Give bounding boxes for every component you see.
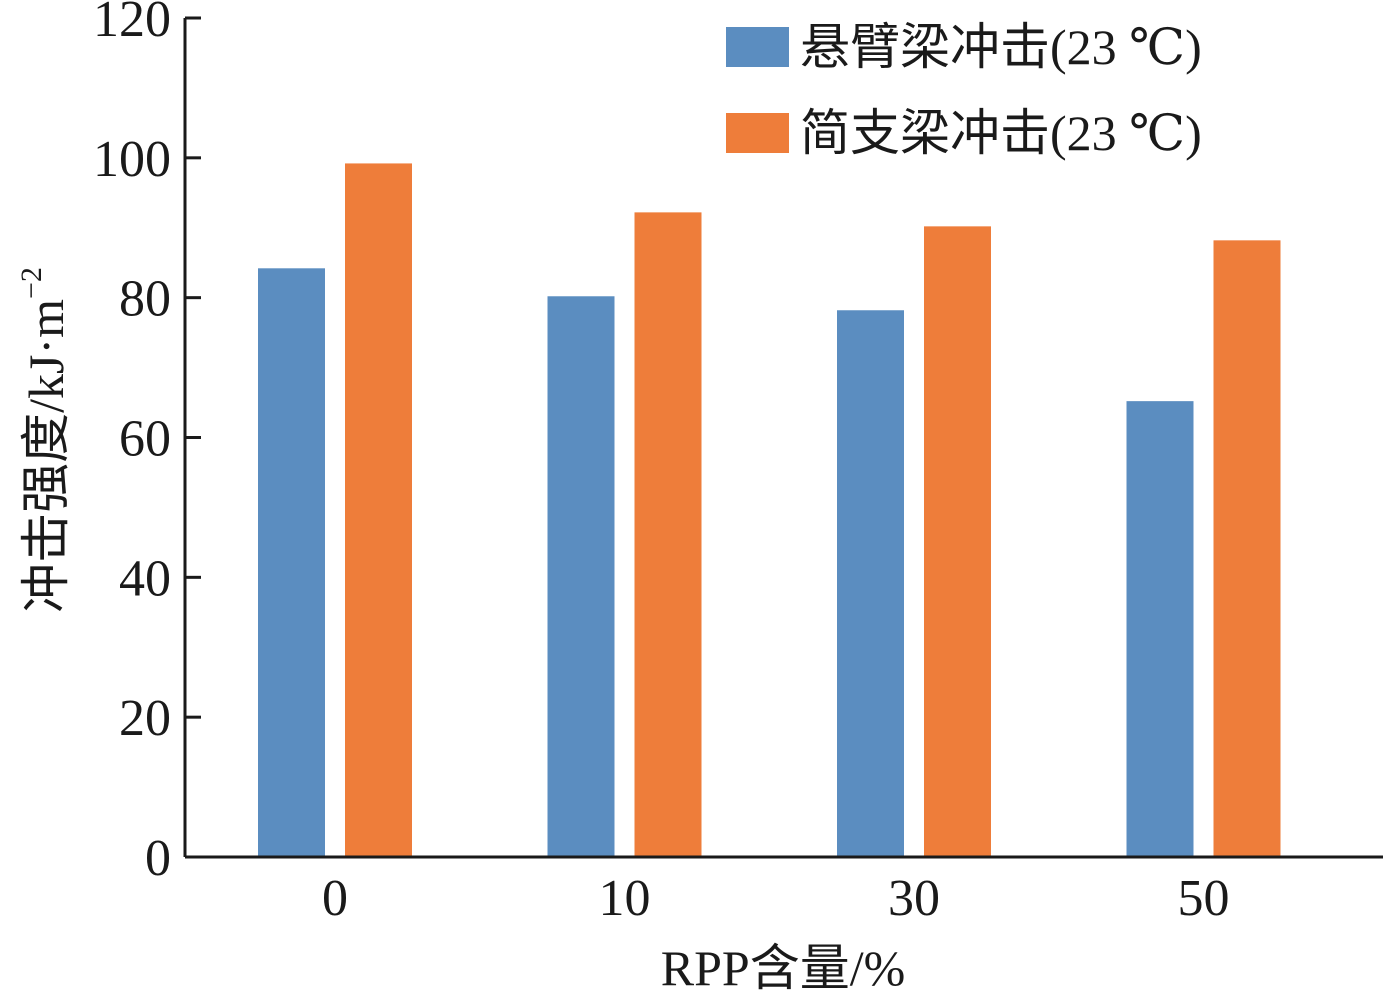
x-tick-label: 50 <box>1178 870 1230 927</box>
legend-label-cantilever-impact: 悬臂梁冲击(23 ℃) <box>800 19 1202 75</box>
y-tick-label: 60 <box>119 411 171 468</box>
x-axis-title: RPP含量/% <box>661 940 906 995</box>
legend-swatch-cantilever-impact <box>726 27 789 67</box>
x-axis-ticks: 0 10 30 50 <box>322 870 1230 927</box>
bar-simple-beam-10 <box>634 212 702 857</box>
legend-swatch-simple-beam-impact <box>726 113 789 153</box>
bar-cantilever-10 <box>547 296 615 858</box>
x-tick-label: 0 <box>322 870 348 927</box>
y-tick-label: 120 <box>93 0 171 48</box>
y-tick-label: 80 <box>119 271 171 328</box>
legend: 悬臂梁冲击(23 ℃) 简支梁冲击(23 ℃) <box>726 19 1202 161</box>
y-axis-title: 冲击强度/kJ·m−2 <box>15 267 75 613</box>
y-tick-label: 40 <box>119 550 171 607</box>
bars <box>258 163 1281 858</box>
x-tick-label: 30 <box>888 870 940 927</box>
bar-simple-beam-50 <box>1213 240 1281 857</box>
y-axis-ticks: 0 20 40 60 80 100 120 <box>93 0 201 887</box>
bar-cantilever-30 <box>837 310 904 857</box>
bar-cantilever-0 <box>258 268 325 858</box>
legend-label-simple-beam-impact: 简支梁冲击(23 ℃) <box>800 105 1202 161</box>
bar-simple-beam-0 <box>345 163 412 858</box>
y-axis-title-text: 冲击强度/kJ·m <box>18 299 74 613</box>
y-tick-label: 20 <box>119 690 171 747</box>
bar-cantilever-50 <box>1126 401 1194 857</box>
x-tick-label: 10 <box>599 870 651 927</box>
y-tick-label: 0 <box>145 830 171 887</box>
y-tick-label: 100 <box>93 131 171 188</box>
bar-simple-beam-30 <box>924 226 991 857</box>
svg-text:冲击强度/kJ·m−2: 冲击强度/kJ·m−2 <box>15 267 75 613</box>
y-axis-title-superscript: −2 <box>15 267 48 299</box>
